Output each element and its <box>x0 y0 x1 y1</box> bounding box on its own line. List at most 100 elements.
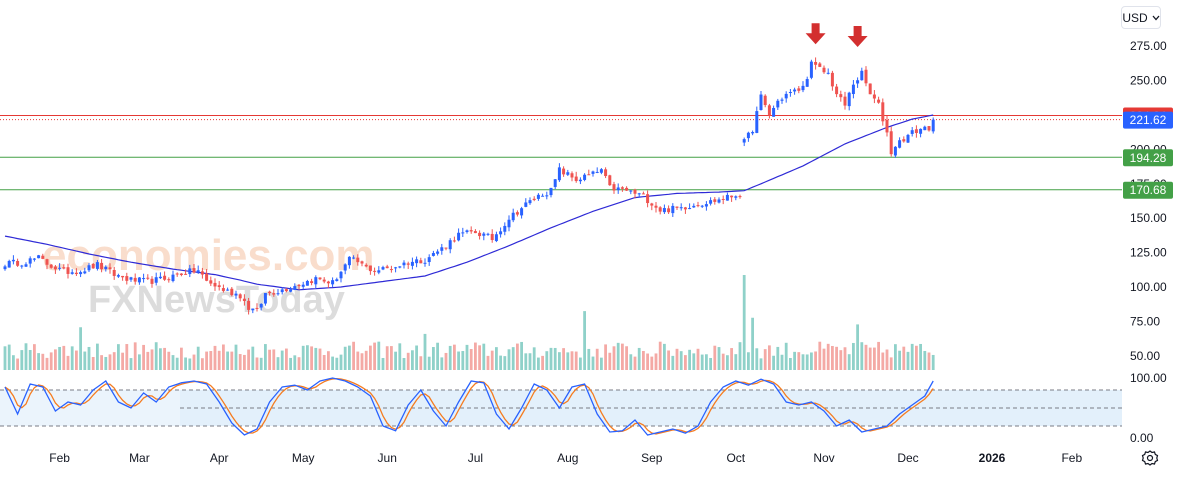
volume-bar <box>301 345 305 370</box>
volume-bar <box>793 351 796 370</box>
candle <box>444 247 448 251</box>
candle <box>314 275 318 289</box>
volume-bar <box>3 346 7 370</box>
candle <box>805 76 809 87</box>
candle <box>780 97 784 104</box>
candle <box>108 263 112 274</box>
volume-bar <box>910 343 914 370</box>
candle <box>667 205 671 215</box>
volume-bar <box>814 351 817 370</box>
volume-bar <box>927 352 931 370</box>
candle <box>851 79 855 99</box>
volume-bar <box>247 349 250 370</box>
volume-bar <box>528 353 532 370</box>
candle <box>171 270 175 283</box>
volume-bar <box>864 344 868 370</box>
candle <box>326 280 330 288</box>
volume-bar <box>276 357 280 370</box>
x-tick-label: Feb <box>49 451 70 465</box>
candle <box>700 204 704 209</box>
stochastic-d-line[interactable] <box>4 378 934 435</box>
stochastic-k-line[interactable] <box>4 377 934 436</box>
candle <box>423 258 427 267</box>
gear-icon[interactable] <box>1140 449 1160 469</box>
volume-bar <box>780 354 784 370</box>
volume-bar <box>667 350 670 370</box>
volume-bar <box>440 357 444 370</box>
candle <box>213 278 217 291</box>
volume-bar <box>490 350 494 370</box>
candle <box>717 197 721 204</box>
volume-bar <box>860 342 864 370</box>
candle <box>725 192 729 201</box>
candle <box>595 167 599 174</box>
candle <box>452 236 456 243</box>
currency-label: USD <box>1122 10 1148 25</box>
candle <box>419 257 423 264</box>
volume-bar <box>448 345 452 370</box>
candle <box>305 279 309 286</box>
volume-bar <box>595 348 599 370</box>
volume-bar <box>453 344 456 370</box>
moving-average-line[interactable] <box>4 114 934 291</box>
candle <box>767 103 771 119</box>
price-tag-170.68: 170.68 <box>1123 181 1173 199</box>
volume-bar <box>591 356 595 370</box>
volume-bar <box>100 355 103 370</box>
candle <box>465 229 469 234</box>
candle <box>469 226 473 234</box>
x-tick-label: Feb <box>1061 451 1082 465</box>
volume-bar <box>280 350 284 370</box>
volume-bar <box>604 344 607 370</box>
candle <box>587 169 591 176</box>
volume-bar <box>398 343 402 370</box>
volume-bar <box>516 343 519 370</box>
currency-selector[interactable]: USD <box>1121 6 1161 29</box>
price-tag-221.62: 221.62 <box>1123 111 1173 129</box>
candle <box>129 276 133 282</box>
candle <box>200 267 204 279</box>
volume-bar <box>104 356 108 370</box>
candle <box>536 193 540 201</box>
candle <box>343 263 347 275</box>
volume-bar <box>196 346 200 370</box>
candle <box>662 204 666 215</box>
volume-bar <box>751 317 754 370</box>
candle <box>352 255 356 260</box>
candle <box>427 254 431 266</box>
candle <box>499 227 503 238</box>
volume-bar <box>801 354 805 370</box>
volume-bar <box>87 346 91 370</box>
candle <box>457 228 461 242</box>
candle <box>66 263 70 279</box>
candle <box>646 190 650 208</box>
candle <box>570 171 574 182</box>
volume-bar <box>562 348 565 370</box>
candle <box>364 263 368 268</box>
candle <box>221 284 225 293</box>
x-tick-label: Mar <box>129 451 150 465</box>
candle <box>486 232 490 236</box>
candle <box>490 229 494 243</box>
candle <box>448 238 452 254</box>
candle <box>730 195 734 202</box>
volume-bar <box>394 351 397 370</box>
candle <box>373 267 377 276</box>
volume-bar <box>209 351 213 370</box>
svg-text:221.62: 221.62 <box>1130 113 1167 127</box>
volume-bar <box>831 345 834 370</box>
down-arrow-icon <box>805 23 826 45</box>
candle <box>301 281 305 290</box>
y-tick-label: 50.00 <box>1130 349 1160 363</box>
volume-bar <box>117 344 120 370</box>
volume-bar <box>54 349 57 370</box>
volume-bar <box>167 351 171 370</box>
candle <box>331 277 335 288</box>
candle <box>209 276 213 287</box>
candle <box>910 127 914 137</box>
candle <box>478 230 482 240</box>
volume-bar <box>738 342 742 370</box>
candle <box>658 206 662 215</box>
x-tick-label: Dec <box>897 451 918 465</box>
